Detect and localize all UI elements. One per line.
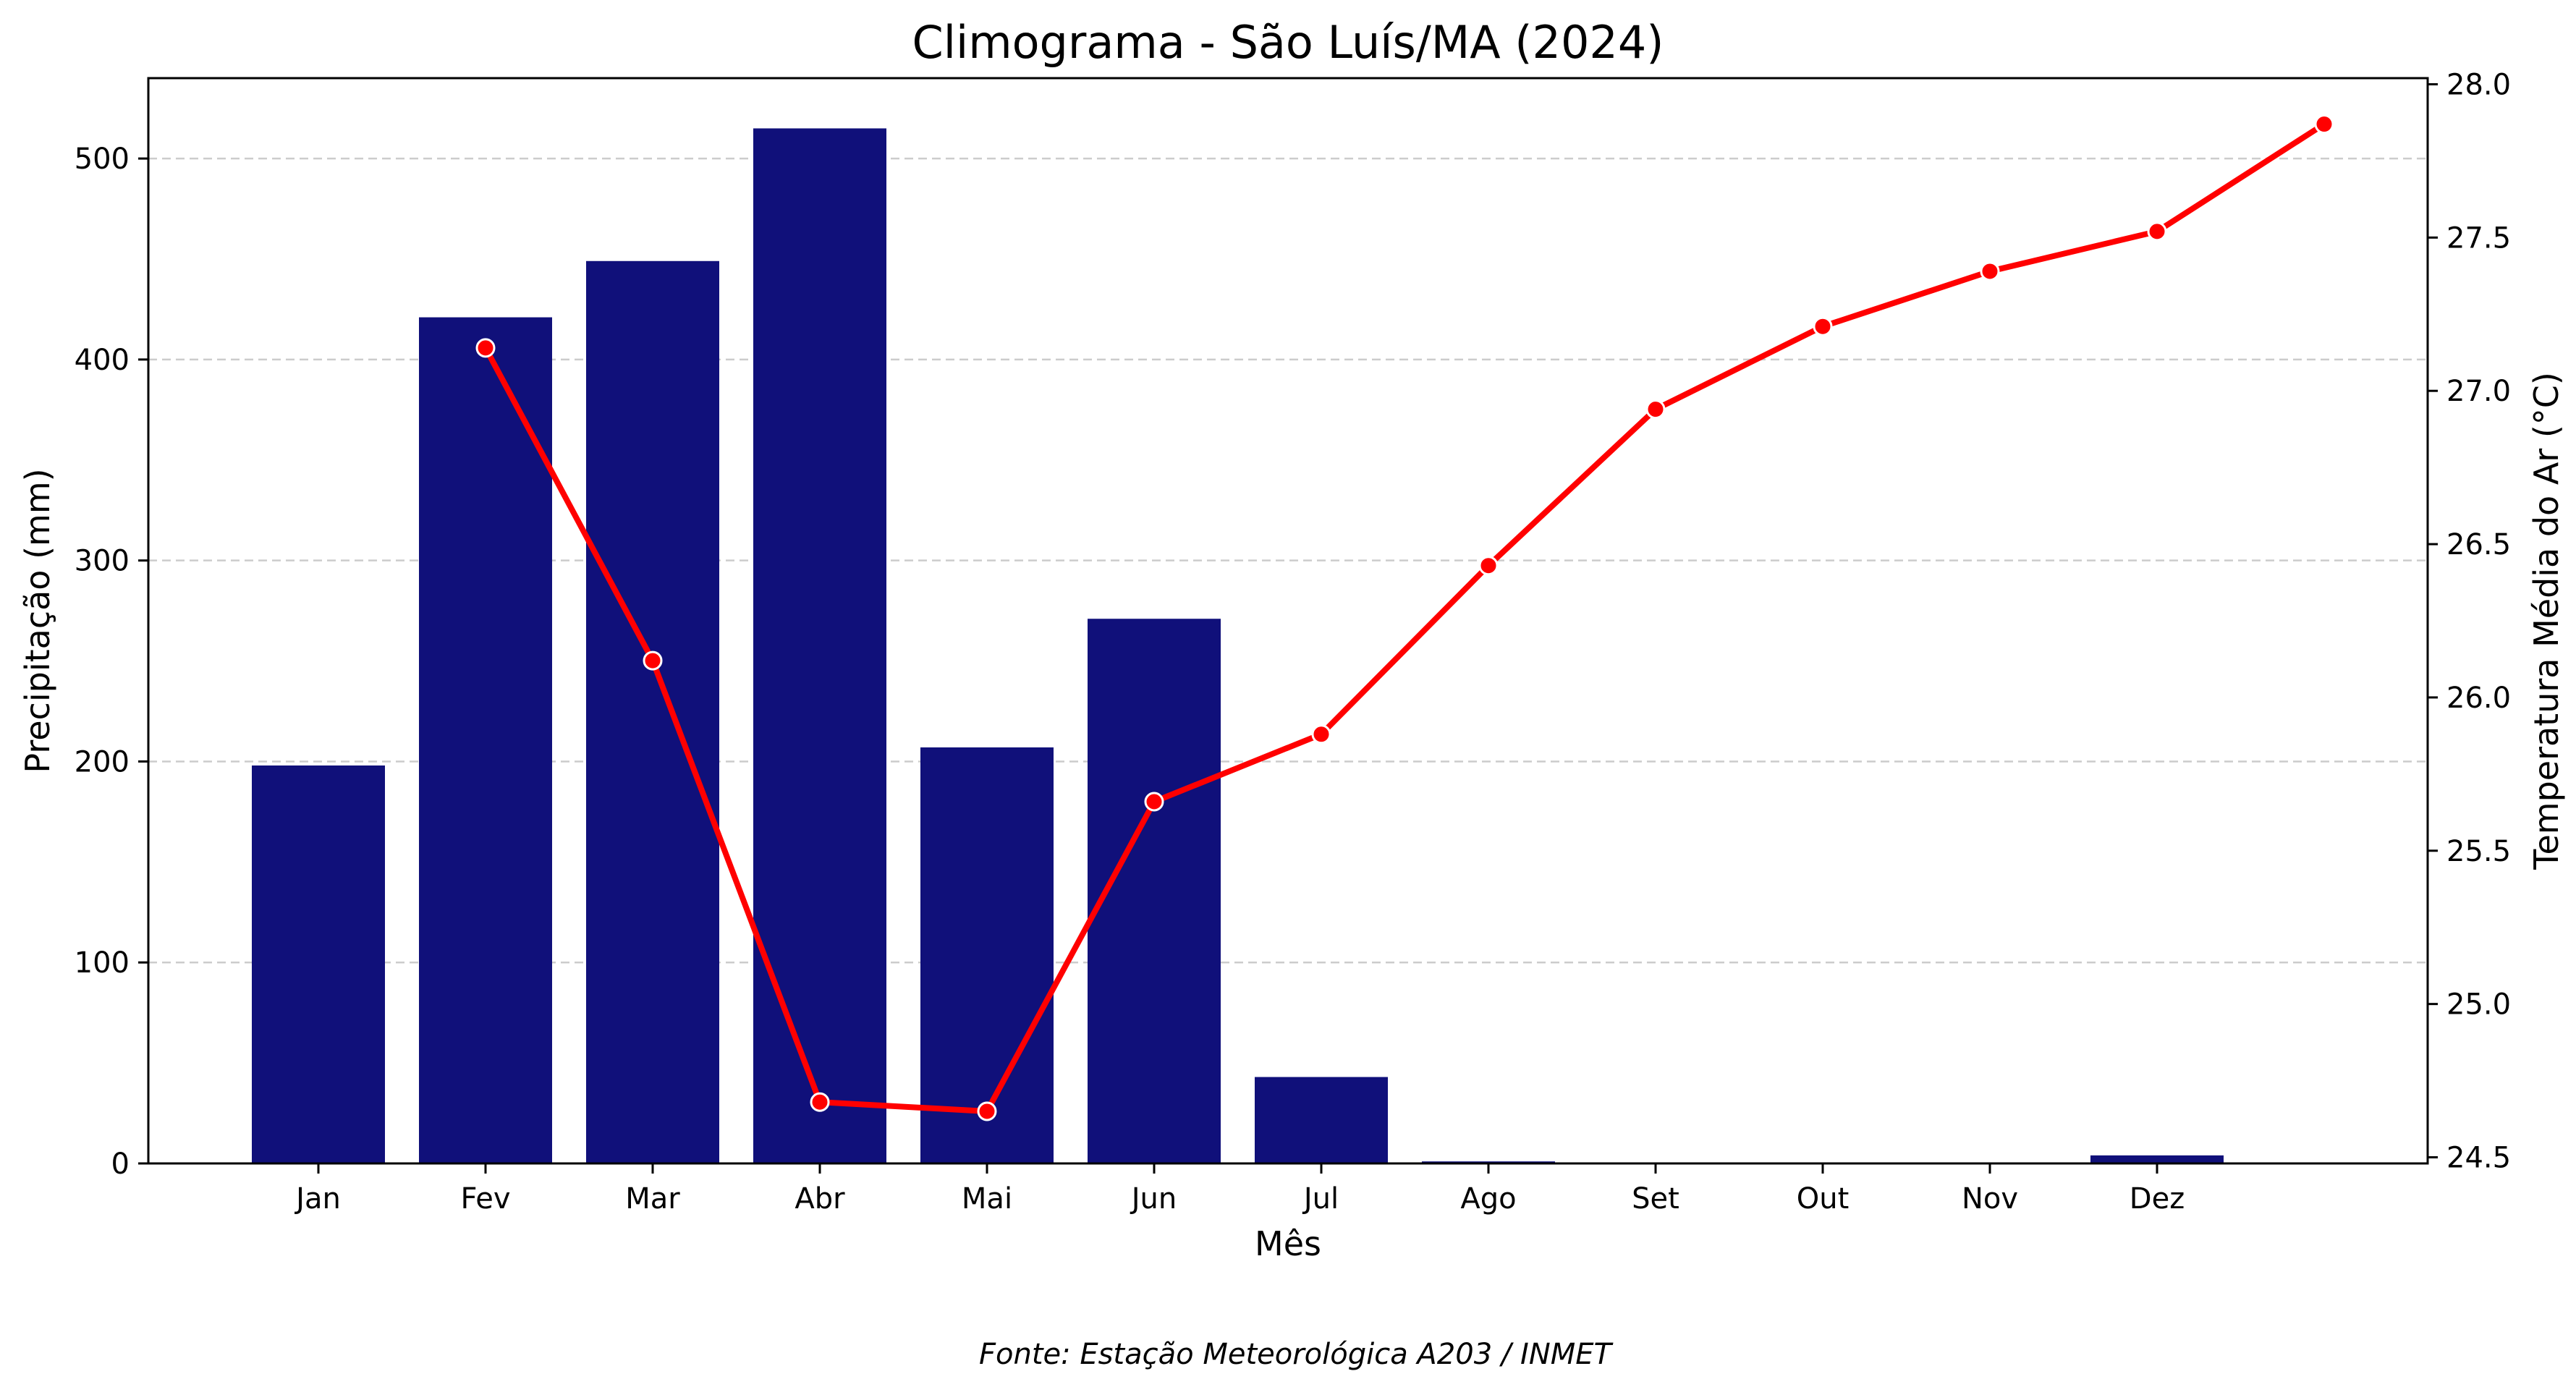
x-tick-label: Set: [1632, 1182, 1679, 1216]
x-tick-label: Abr: [795, 1182, 845, 1216]
y2-tick-label: 26.5: [2446, 528, 2511, 561]
y-tick-label: 400: [75, 344, 130, 377]
temperature-point: [475, 338, 496, 358]
x-tick-label: Dez: [2130, 1182, 2185, 1216]
y2-tick-label: 27.0: [2446, 375, 2511, 408]
y-tick-label: 200: [75, 745, 130, 779]
temperature-point: [643, 650, 663, 671]
temperature-point: [1144, 792, 1164, 812]
y-tick-label: 100: [75, 946, 130, 980]
y2-axis-label: Temperatura Média do Ar (°C): [2527, 372, 2566, 870]
x-tick-label: Ago: [1460, 1182, 1516, 1216]
temperature-line: [483, 122, 2326, 1114]
temperature-point: [977, 1101, 997, 1121]
temperature-point: [2314, 114, 2334, 135]
temperature-point: [810, 1092, 830, 1112]
x-tick-label: Fev: [460, 1182, 510, 1216]
temperature-point: [1813, 316, 1833, 336]
precipitation-bar: [753, 128, 886, 1163]
temperature-point: [1645, 399, 1666, 420]
chart-title: Climograma - São Luís/MA (2024): [912, 16, 1664, 69]
x-tick-label: Out: [1797, 1182, 1850, 1216]
y2-tick-label: 26.0: [2446, 682, 2511, 715]
source-note: Fonte: Estação Meteorológica A203 / INME…: [979, 1338, 1614, 1371]
x-axis: Jan Fev Mar Abr Mai Jun Jul Ago Set Out Nov Dez: [294, 1163, 2185, 1216]
temperature-point: [1478, 556, 1499, 576]
right-axis: 24.5 25.0 25.5 26.0 26.5 27.0 27.5 28.0: [2428, 68, 2511, 1175]
grid-layer: [148, 157, 2428, 964]
x-tick-label: Jul: [1302, 1182, 1339, 1216]
y-tick-label: 0: [111, 1148, 130, 1181]
precipitation-bar: [920, 747, 1054, 1163]
temperature-point: [1980, 261, 2000, 281]
bars-layer: [252, 128, 2224, 1163]
precipitation-bar: [586, 260, 719, 1163]
temperature-point: [2147, 221, 2167, 242]
x-tick-label: Jun: [1130, 1182, 1177, 1216]
x-tick-label: Nov: [1962, 1182, 2018, 1216]
precipitation-bar: [252, 765, 385, 1163]
temperature-point: [1311, 724, 1331, 745]
y-axis-label: Precipitação (mm): [18, 468, 57, 773]
plot-frame: [147, 77, 2429, 1165]
x-tick-label: Mar: [625, 1182, 680, 1216]
precipitation-bar: [1088, 619, 1221, 1163]
x-tick-label: Mai: [962, 1182, 1012, 1216]
precipitation-bar: [419, 317, 552, 1163]
x-tick-label: Jan: [294, 1182, 341, 1216]
left-axis: 0 100 200 300 400 500: [75, 143, 148, 1181]
y2-tick-label: 25.0: [2446, 988, 2511, 1022]
y-tick-label: 300: [75, 545, 130, 578]
y2-tick-label: 28.0: [2446, 68, 2511, 101]
y2-tick-label: 25.5: [2446, 835, 2511, 868]
y2-tick-label: 27.5: [2446, 221, 2511, 255]
y-tick-label: 500: [75, 143, 130, 176]
y2-tick-label: 24.5: [2446, 1142, 2511, 1175]
precipitation-bar: [1255, 1077, 1388, 1163]
temperature-line-layer: [475, 114, 2334, 1121]
x-axis-label: Mês: [1255, 1224, 1321, 1263]
precipitation-bar: [2090, 1155, 2224, 1163]
